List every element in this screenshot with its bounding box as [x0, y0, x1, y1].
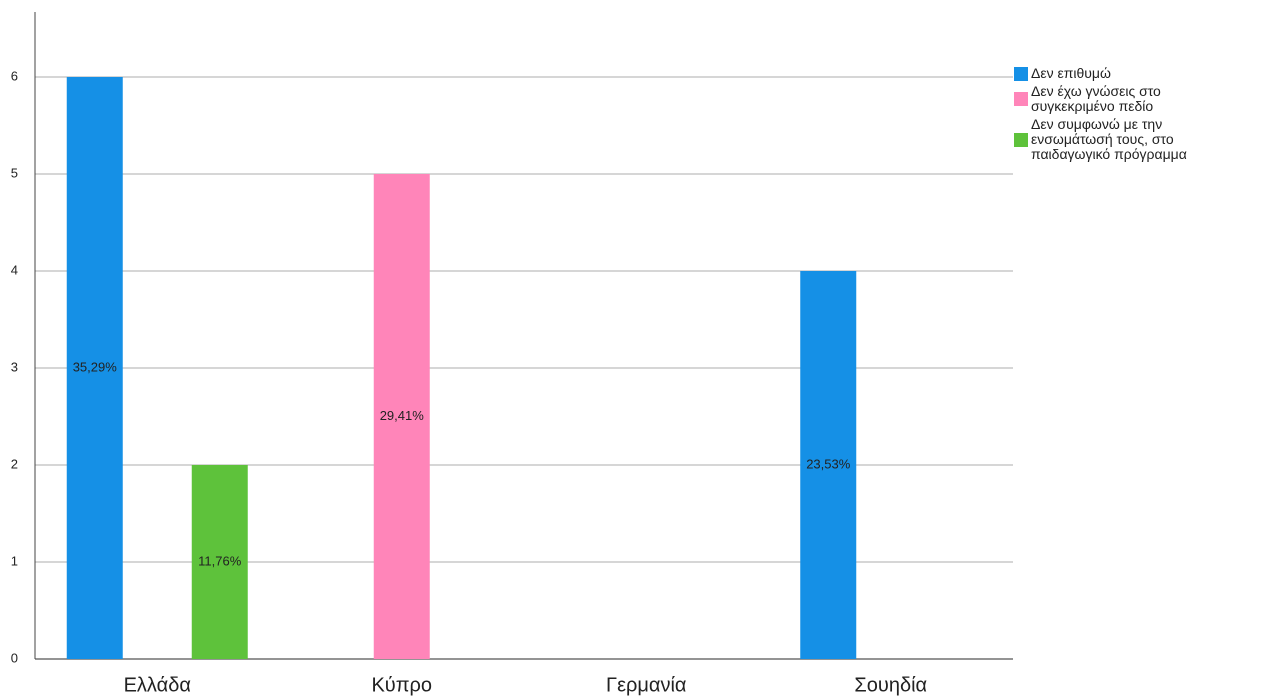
data-label: 29,41% [380, 408, 425, 423]
x-tick-label: Γερμανία [606, 674, 686, 696]
data-label: 23,53% [806, 456, 851, 471]
x-tick-label: Ελλάδα [124, 674, 191, 696]
legend: Δεν επιθυμώ Δεν έχω γνώσεις στο συγκεκριμ… [1014, 66, 1187, 165]
legend-swatch [1014, 92, 1028, 106]
x-tick-label: Κύπρο [371, 674, 432, 696]
bar [800, 270, 857, 659]
data-label: 35,29% [73, 359, 118, 374]
data-label: 11,76% [198, 553, 242, 568]
bar [66, 76, 123, 659]
legend-item: Δεν έχω γνώσεις στο συγκεκριμένο πεδίο [1014, 84, 1187, 114]
y-tick-label: 3 [11, 359, 18, 374]
y-tick-label: 2 [11, 456, 18, 471]
legend-label: Δεν επιθυμώ [1031, 65, 1111, 81]
bar [191, 464, 248, 659]
legend-label: Δεν έχω γνώσεις στο συγκεκριμένο πεδίο [1031, 83, 1161, 114]
legend-item: Δεν επιθυμώ [1014, 66, 1187, 81]
y-tick-label: 4 [11, 262, 18, 277]
legend-swatch [1014, 132, 1028, 147]
bar [373, 173, 430, 660]
legend-swatch [1014, 66, 1028, 81]
y-tick-label: 1 [11, 553, 18, 568]
y-tick-label: 6 [11, 68, 18, 83]
legend-label: Δεν συμφωνώ με την ενσωμάτωσή τους, στο … [1031, 116, 1187, 162]
x-tick-label: Σουηδία [854, 674, 927, 696]
y-tick-label: 0 [11, 650, 18, 665]
legend-item: Δεν συμφωνώ με την ενσωμάτωσή τους, στο … [1014, 117, 1187, 162]
y-tick-label: 5 [11, 165, 18, 180]
